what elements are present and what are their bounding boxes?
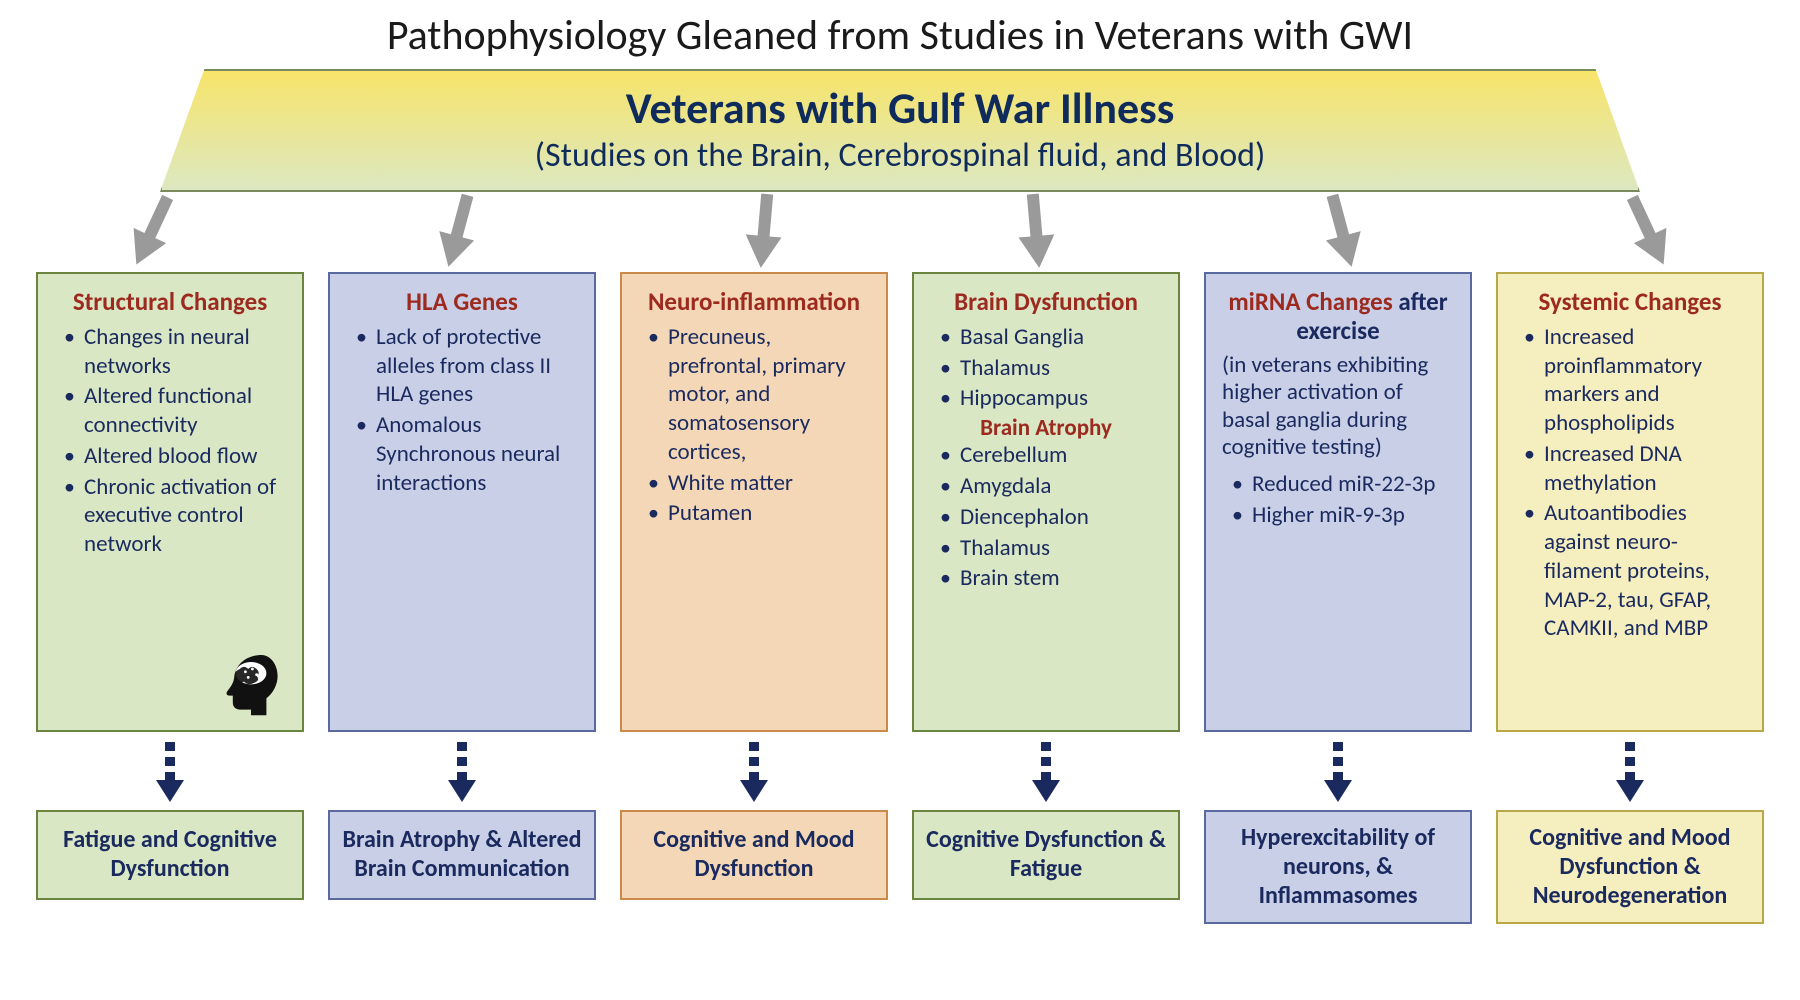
detail-box: Structural Changes Changes in neural netw… <box>36 272 304 732</box>
detail-bullet: Higher miR-9-3p <box>1228 501 1456 530</box>
detail-bullet: Altered functional connectivity <box>60 382 288 440</box>
gray-arrow <box>1014 192 1058 275</box>
column: Neuro-inflammation Precuneus, prefrontal,… <box>620 272 888 900</box>
dashed-arrow <box>444 740 480 804</box>
outcome-box: Fatigue and Cognitive Dysfunction <box>36 810 304 900</box>
header-title: Veterans with Gulf War Illness <box>202 81 1598 135</box>
header-box: Veterans with Gulf War Illness (Studies … <box>160 69 1640 192</box>
detail-list: Basal GangliaThalamusHippocampus <box>928 323 1164 413</box>
detail-bullet: Brain stem <box>936 564 1164 593</box>
detail-box: miRNA Changes after exercise (in veteran… <box>1204 272 1472 732</box>
column: Structural Changes Changes in neural netw… <box>36 272 304 900</box>
detail-box: Brain DysfunctionBasal GangliaThalamusHi… <box>912 272 1180 732</box>
header-subtitle: (Studies on the Brain, Cerebrospinal flu… <box>202 135 1598 176</box>
detail-title: Structural Changes <box>52 288 288 317</box>
detail-extra-text: (in veterans exhibiting higher activatio… <box>1220 352 1456 470</box>
detail-box: HLA Genes Lack of protective alleles from… <box>328 272 596 732</box>
detail-list: Lack of protective alleles from class II… <box>344 323 580 498</box>
detail-bullet: Increased proinflammatory markers and ph… <box>1520 323 1748 438</box>
main-title: Pathophysiology Gleaned from Studies in … <box>0 0 1800 69</box>
detail-title: HLA Genes <box>344 288 580 317</box>
detail-bullet: Hippocampus <box>936 384 1164 413</box>
dashed-arrow <box>1320 740 1356 804</box>
detail-bullet: Amygdala <box>936 472 1164 501</box>
detail-bullet: Putamen <box>644 499 872 528</box>
detail-list: Reduced miR-22-3pHigher miR-9-3p <box>1220 470 1456 530</box>
detail-bullet: Altered blood flow <box>60 442 288 471</box>
gray-arrow <box>1626 192 1670 275</box>
dashed-arrow <box>152 740 188 804</box>
outcome-box: Brain Atrophy & Altered Brain Communicat… <box>328 810 596 900</box>
outcome-box: Cognitive and Mood Dysfunction <box>620 810 888 900</box>
outcome-box: Cognitive Dysfunction & Fatigue <box>912 810 1180 900</box>
detail-bullet: Thalamus <box>936 534 1164 563</box>
detail-bullet: Thalamus <box>936 354 1164 383</box>
detail-bullet: Chronic activation of executive control … <box>60 473 288 559</box>
detail-title: Brain Dysfunction <box>928 288 1164 317</box>
detail-bullet: Basal Ganglia <box>936 323 1164 352</box>
detail-bullet: Increased DNA methylation <box>1520 440 1748 498</box>
detail-bullet: Precuneus, prefrontal, primary motor, an… <box>644 323 872 467</box>
column: Systemic Changes Increased proinflammator… <box>1496 272 1764 924</box>
outcome-box: Cognitive and Mood Dysfunction & Neurode… <box>1496 810 1764 924</box>
column: Brain DysfunctionBasal GangliaThalamusHi… <box>912 272 1180 900</box>
brain-head-icon <box>216 648 286 718</box>
detail-bullet: Changes in neural networks <box>60 323 288 381</box>
columns-container: Structural Changes Changes in neural netw… <box>0 272 1800 924</box>
detail-list: Changes in neural networksAltered functi… <box>52 323 288 559</box>
gray-arrow <box>436 192 480 275</box>
detail-box: Systemic Changes Increased proinflammator… <box>1496 272 1764 732</box>
detail-title: Neuro-inflammation <box>636 288 872 317</box>
column: miRNA Changes after exercise (in veteran… <box>1204 272 1472 924</box>
detail-bullet: Diencephalon <box>936 503 1164 532</box>
detail-list: Increased proinflammatory markers and ph… <box>1512 323 1748 643</box>
detail-bullet: White matter <box>644 469 872 498</box>
detail-list: CerebellumAmygdalaDiencephalonThalamusBr… <box>928 441 1164 593</box>
gray-arrow <box>742 192 786 275</box>
detail-bullet: Anomalous Synchronous neural interaction… <box>352 411 580 497</box>
dashed-arrow <box>736 740 772 804</box>
dashed-arrow <box>1612 740 1648 804</box>
detail-bullet: Reduced miR-22-3p <box>1228 470 1456 499</box>
detail-list: Precuneus, prefrontal, primary motor, an… <box>636 323 872 528</box>
column: HLA Genes Lack of protective alleles from… <box>328 272 596 900</box>
gray-arrow <box>1320 192 1364 275</box>
detail-second-title: Brain Atrophy <box>928 415 1164 441</box>
gray-arrows-row <box>50 192 1750 272</box>
dashed-arrow <box>1028 740 1064 804</box>
outcome-box: Hyperexcitability of neurons, & Inflamma… <box>1204 810 1472 924</box>
detail-bullet: Cerebellum <box>936 441 1164 470</box>
gray-arrow <box>130 192 174 275</box>
detail-title: Systemic Changes <box>1512 288 1748 317</box>
detail-box: Neuro-inflammation Precuneus, prefrontal,… <box>620 272 888 732</box>
detail-title: miRNA Changes after exercise <box>1220 288 1456 346</box>
detail-bullet: Autoantibodies against neuro-filament pr… <box>1520 499 1748 643</box>
detail-bullet: Lack of protective alleles from class II… <box>352 323 580 409</box>
